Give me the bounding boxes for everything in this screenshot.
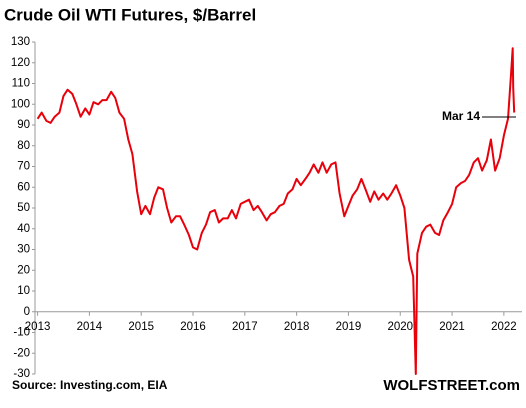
y-tick-label: 30 (17, 244, 30, 256)
x-tick-label: 2021 (439, 321, 465, 333)
x-tick-label: 2013 (25, 321, 51, 333)
y-tick-label: -20 (13, 347, 30, 359)
y-tick-label: 130 (11, 36, 30, 48)
y-tick-label: 70 (17, 161, 30, 173)
series-line (36, 47, 516, 375)
annotation: Mar 14 (442, 109, 480, 123)
y-tick-label: 10 (17, 285, 30, 297)
y-tick-label: 50 (17, 202, 30, 214)
x-tick-label: 2020 (387, 321, 413, 333)
x-tick-label: 2017 (232, 321, 258, 333)
x-tick-label: 2015 (128, 321, 154, 333)
y-tick-label: 60 (17, 181, 30, 193)
x-tick-label: 2022 (491, 321, 517, 333)
y-tick-label: 110 (12, 78, 30, 90)
source: Source: Investing.com, EIA (12, 378, 168, 392)
y-tick-label: 90 (17, 119, 30, 131)
x-tick-label: 2014 (77, 321, 103, 333)
y-tick-label: -30 (13, 368, 30, 380)
x-tick-label: 2016 (180, 321, 206, 333)
x-tick-label: 2018 (284, 321, 310, 333)
y-tick-label: 80 (17, 140, 30, 152)
y-tick-label: 120 (11, 57, 30, 69)
y-tick-label: -10 (13, 327, 30, 339)
y-tick-label: 0 (24, 306, 30, 318)
x-tick-label: 2019 (336, 321, 362, 333)
brand: WOLFSTREET.com (383, 377, 520, 394)
y-tick-label: 100 (11, 98, 30, 110)
chart-title: Crude Oil WTI Futures, $/Barrel (4, 5, 256, 24)
y-tick-label: 40 (17, 223, 30, 235)
y-tick-label: 20 (17, 264, 30, 276)
